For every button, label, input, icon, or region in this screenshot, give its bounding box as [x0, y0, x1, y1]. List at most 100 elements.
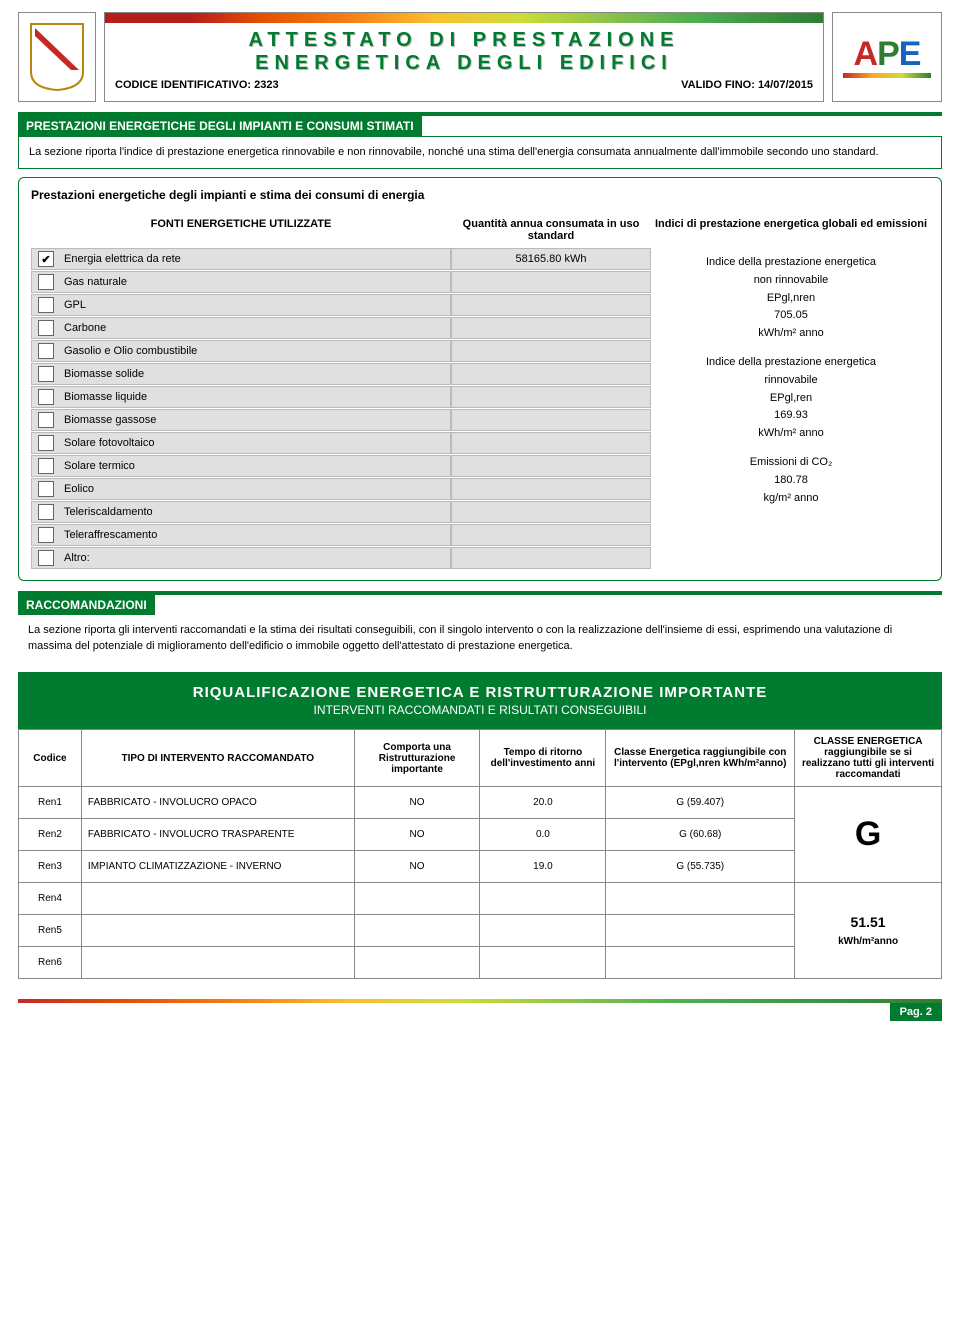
- fonti-row: Biomasse solide: [31, 363, 451, 385]
- qty-column: 58165.80 kWh: [451, 248, 651, 570]
- qty-cell: [451, 455, 651, 477]
- fonti-row: Solare termico: [31, 455, 451, 477]
- shield-icon: [29, 22, 85, 92]
- fonti-label: Eolico: [60, 483, 94, 495]
- result-value: 51.51: [801, 914, 935, 930]
- table-cell: [354, 915, 480, 947]
- title-box: ATTESTATO DI PRESTAZIONE ENERGETICA DEGL…: [104, 12, 824, 102]
- ind2-l1: Indice della prestazione energetica: [661, 354, 921, 372]
- ind2-l3: EPgl,ren: [661, 390, 921, 408]
- result-class-cell: G: [795, 787, 942, 883]
- codice-value: 2323: [254, 79, 278, 91]
- fonti-checkbox: [38, 389, 54, 405]
- table-cell: Ren1: [19, 787, 82, 819]
- doc-title-2: ENERGETICA DEGLI EDIFICI: [115, 52, 813, 75]
- ind3-l1: Emissioni di CO₂: [661, 454, 921, 472]
- table-cell: G (55.735): [606, 851, 795, 883]
- fonti-checkbox: [38, 527, 54, 543]
- qty-cell: 58165.80 kWh: [451, 248, 651, 270]
- fonti-row: Biomasse gassose: [31, 409, 451, 431]
- table-cell: FABBRICATO - INVOLUCRO TRASPARENTE: [81, 819, 354, 851]
- fonti-label: Teleraffrescamento: [60, 529, 157, 541]
- qty-cell: [451, 478, 651, 500]
- table-cell: 20.0: [480, 787, 606, 819]
- fonti-checkbox: [38, 366, 54, 382]
- fonti-row: Gas naturale: [31, 271, 451, 293]
- table-cell: [354, 883, 480, 915]
- table-cell: NO: [354, 787, 480, 819]
- qty-cell: [451, 294, 651, 316]
- ape-p: P: [877, 35, 899, 73]
- fonti-row: Teleriscaldamento: [31, 501, 451, 523]
- fonti-column: ✔Energia elettrica da reteGas naturaleGP…: [31, 248, 451, 570]
- table-cell: Ren4: [19, 883, 82, 915]
- ape-a: A: [854, 35, 878, 73]
- th-comporta: Comporta una Ristrutturazione importante: [354, 730, 480, 787]
- th-classe: Classe Energetica raggiungibile con l'in…: [606, 730, 795, 787]
- fonti-label: Solare termico: [60, 460, 135, 472]
- section-prestazioni: PRESTAZIONI ENERGETICHE DEGLI IMPIANTI E…: [18, 112, 942, 581]
- result-unit: kWh/m²anno: [801, 936, 935, 947]
- table-cell: 19.0: [480, 851, 606, 883]
- qty-cell: [451, 547, 651, 569]
- codice-label: CODICE IDENTIFICATIVO:: [115, 79, 251, 91]
- table-cell: [354, 947, 480, 979]
- racc-body: La sezione riporta gli interventi raccom…: [18, 615, 942, 662]
- th-classe-tot: CLASSE ENERGETICA raggiungibile se si re…: [795, 730, 942, 787]
- table-row: Ren1FABBRICATO - INVOLUCRO OPACONO20.0G …: [19, 787, 942, 819]
- sec1-body: La sezione riporta l'indice di prestazio…: [18, 136, 942, 169]
- qty-cell: [451, 363, 651, 385]
- gradient-bar: [105, 13, 823, 23]
- fonti-label: Carbone: [60, 322, 106, 334]
- ape-logo: APE: [832, 12, 942, 102]
- fonti-label: Gas naturale: [60, 276, 127, 288]
- fonti-checkbox: [38, 343, 54, 359]
- table-cell: [606, 883, 795, 915]
- qty-cell: [451, 317, 651, 339]
- fonti-checkbox: [38, 550, 54, 566]
- fonti-row: Gasolio e Olio combustibile: [31, 340, 451, 362]
- table-cell: G (59.407): [606, 787, 795, 819]
- header: ATTESTATO DI PRESTAZIONE ENERGETICA DEGL…: [18, 12, 942, 102]
- th-tipo: TIPO DI INTERVENTO RACCOMANDATO: [81, 730, 354, 787]
- racc-title: RACCOMANDAZIONI: [18, 595, 155, 615]
- prest-box: Prestazioni energetiche degli impianti e…: [18, 177, 942, 581]
- table-cell: FABBRICATO - INVOLUCRO OPACO: [81, 787, 354, 819]
- valido-row: VALIDO FINO: 14/07/2015: [681, 79, 813, 91]
- table-cell: NO: [354, 851, 480, 883]
- ind2-l2: rinnovabile: [661, 372, 921, 390]
- codice-row: CODICE IDENTIFICATIVO: 2323: [115, 79, 279, 91]
- fonti-checkbox: [38, 320, 54, 336]
- ind3-unit: kg/m² anno: [661, 490, 921, 508]
- table-cell: [81, 947, 354, 979]
- ind1-l3: EPgl,nren: [661, 290, 921, 308]
- fonti-row: ✔Energia elettrica da rete: [31, 248, 451, 270]
- fonti-row: Altro:: [31, 547, 451, 569]
- fonti-label: Energia elettrica da rete: [60, 253, 181, 265]
- result-class: G: [801, 815, 935, 854]
- table-cell: [606, 915, 795, 947]
- ape-strip: [843, 73, 931, 78]
- table-cell: Ren3: [19, 851, 82, 883]
- fonti-checkbox: [38, 412, 54, 428]
- table-cell: IMPIANTO CLIMATIZZAZIONE - INVERNO: [81, 851, 354, 883]
- table-cell: [81, 883, 354, 915]
- fonti-checkbox: [38, 504, 54, 520]
- table-cell: [480, 915, 606, 947]
- region-shield: [18, 12, 96, 102]
- fonti-label: Altro:: [60, 552, 90, 564]
- qty-cell: [451, 340, 651, 362]
- table-cell: NO: [354, 819, 480, 851]
- prest-title: Prestazioni energetiche degli impianti e…: [31, 188, 929, 202]
- qty-cell: [451, 409, 651, 431]
- table-cell: [606, 947, 795, 979]
- ind1-l1: Indice della prestazione energetica: [661, 254, 921, 272]
- riq-banner: RIQUALIFICAZIONE ENERGETICA E RISTRUTTUR…: [18, 672, 942, 729]
- col2-head: Quantità annua consumata in uso standard: [451, 212, 651, 248]
- qty-cell: [451, 271, 651, 293]
- table-cell: Ren6: [19, 947, 82, 979]
- ind2-val: 169.93: [661, 407, 921, 425]
- fonti-row: Eolico: [31, 478, 451, 500]
- col3-head: Indici di prestazione energetica globali…: [651, 212, 931, 248]
- fonti-checkbox: [38, 297, 54, 313]
